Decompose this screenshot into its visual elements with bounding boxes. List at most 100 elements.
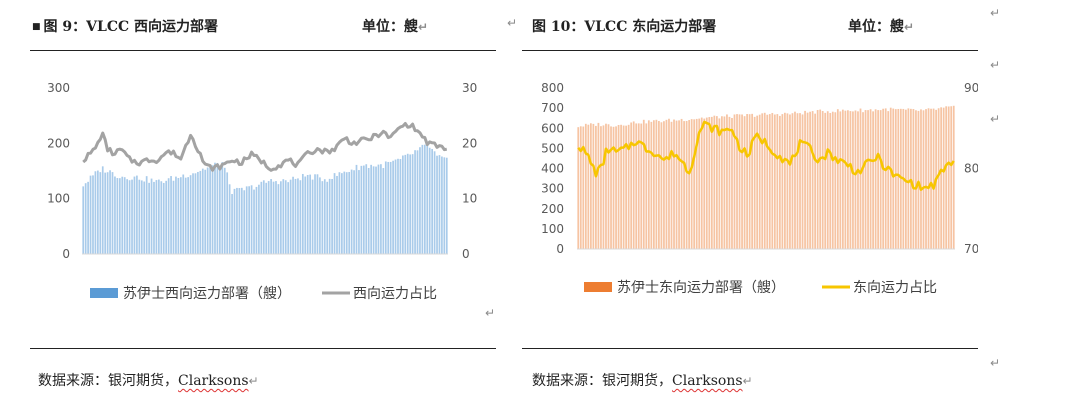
bar <box>231 194 233 254</box>
bar <box>382 168 385 254</box>
bar <box>595 125 597 249</box>
bar <box>791 113 794 250</box>
bar <box>678 120 680 249</box>
y-left-tick-label: 500 <box>541 141 564 155</box>
bar <box>133 176 136 254</box>
bar <box>675 120 678 249</box>
bar <box>804 110 806 249</box>
bar <box>387 161 390 254</box>
bar <box>101 166 104 254</box>
bar <box>394 159 397 254</box>
bar <box>436 155 438 254</box>
left-source-note: 数据来源：银河期货，Clarksons↵ <box>38 370 259 390</box>
bar <box>280 181 282 254</box>
bar <box>184 177 187 254</box>
bar <box>796 113 799 249</box>
bar <box>647 120 650 249</box>
y-right-tick-label: 80 <box>964 162 978 176</box>
bar <box>854 110 857 250</box>
bar <box>238 188 241 254</box>
bar <box>92 175 94 254</box>
bar <box>862 112 864 249</box>
paragraph-mark: ↵ <box>990 58 1001 72</box>
bar <box>197 171 199 254</box>
bar <box>343 171 346 254</box>
bar <box>155 180 158 254</box>
bullet-marker: ■ <box>32 22 41 32</box>
bar <box>612 126 615 249</box>
bar <box>402 155 404 254</box>
bar <box>409 154 412 254</box>
bar <box>428 147 431 254</box>
bar <box>632 121 635 249</box>
bar <box>826 111 829 249</box>
bar <box>721 116 723 249</box>
legend-label-bar: 苏伊士西向运力部署（艘） <box>123 286 291 302</box>
bar <box>84 183 87 254</box>
y-left-tick-label: 600 <box>541 121 564 135</box>
bar <box>763 112 766 249</box>
right-source-brand: Clarksons <box>672 373 743 389</box>
bar <box>228 184 231 254</box>
bar <box>753 116 756 249</box>
bar <box>116 178 119 254</box>
bar <box>380 164 382 254</box>
bar <box>309 174 311 254</box>
bar <box>172 180 175 254</box>
bar <box>728 116 731 249</box>
bar <box>282 179 285 254</box>
bar <box>443 157 446 254</box>
bar <box>99 172 102 254</box>
bar <box>370 164 372 254</box>
paragraph-mark: ↵ <box>990 112 1001 126</box>
bar <box>829 112 832 249</box>
bar <box>743 116 746 249</box>
bar <box>713 115 716 249</box>
bar <box>884 108 887 249</box>
bar <box>160 181 163 254</box>
bar <box>389 161 392 254</box>
bar <box>297 178 299 254</box>
bar <box>392 160 394 254</box>
bar <box>897 108 900 249</box>
legend-swatch-bar <box>90 288 118 298</box>
bar <box>336 175 338 254</box>
bar <box>597 122 600 249</box>
left-unit-label: 单位：艘↵ <box>362 16 428 36</box>
bar <box>255 186 258 254</box>
bar <box>162 182 165 254</box>
bar <box>668 118 670 249</box>
bar <box>650 121 653 249</box>
bar <box>211 165 214 254</box>
left-source-prefix: 数据来源：银河期货， <box>38 373 178 389</box>
bar <box>786 113 789 249</box>
bar <box>605 123 607 249</box>
y-left-tick-label: 400 <box>541 162 564 176</box>
bar <box>617 124 620 249</box>
bar <box>358 170 360 254</box>
bar <box>187 177 189 254</box>
bar <box>158 179 160 254</box>
bar <box>260 181 263 254</box>
bar <box>323 179 326 254</box>
bar <box>799 113 801 249</box>
right-source-prefix: 数据来源：银河期货， <box>532 373 672 389</box>
bar <box>950 106 953 249</box>
bar <box>915 110 917 249</box>
y-right-tick-label: 90 <box>964 81 978 95</box>
bar <box>587 124 590 249</box>
bar <box>768 114 771 249</box>
bar <box>778 115 781 250</box>
bar <box>703 118 706 249</box>
bar <box>353 170 355 254</box>
bar <box>326 181 329 254</box>
bar <box>416 150 419 254</box>
legend: 苏伊士西向运力部署（艘） 西向运力占比 <box>90 286 437 302</box>
bar <box>904 109 907 250</box>
bar <box>433 151 436 254</box>
bar <box>670 121 673 249</box>
bar <box>700 117 703 249</box>
bar <box>372 166 375 254</box>
bar <box>751 113 754 249</box>
bar <box>311 179 314 254</box>
